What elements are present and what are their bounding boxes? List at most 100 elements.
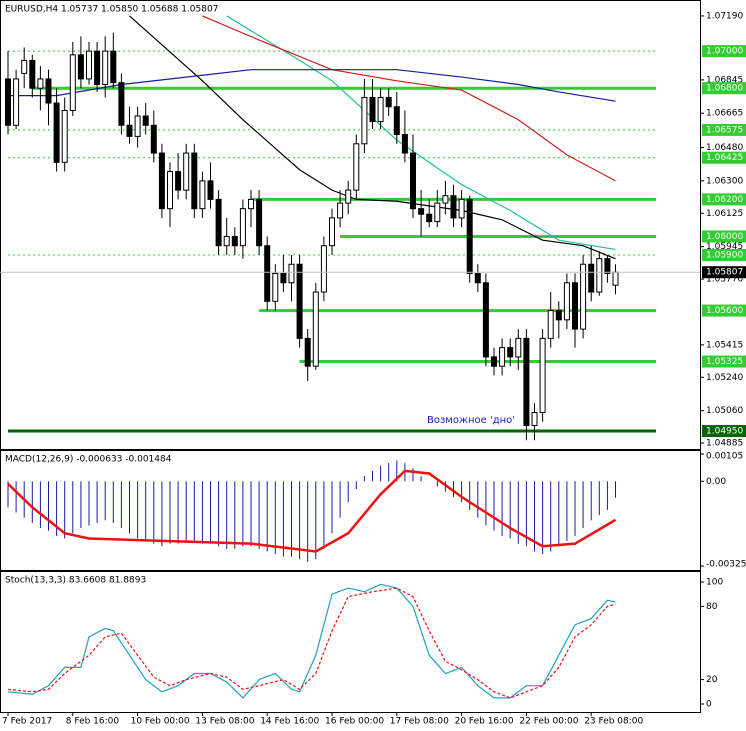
y-tick-label: 0.00: [706, 477, 726, 487]
candle-body: [329, 217, 335, 247]
y-tick-label: 1.05240: [706, 373, 743, 383]
candle-body: [401, 134, 408, 154]
candle-body: [118, 82, 125, 126]
candle-body: [256, 198, 263, 247]
y-tick-label: 1.05060: [706, 406, 743, 416]
level-label-box: [702, 45, 746, 58]
x-tick-label: 13 Feb 08:00: [195, 717, 254, 727]
level-label-box: [702, 425, 746, 438]
candle-body: [142, 115, 149, 126]
candle-body: [572, 282, 578, 330]
candle-body: [377, 96, 384, 123]
candle-body: [45, 78, 52, 104]
candle-body: [596, 258, 603, 293]
y-tick-label: 20: [706, 675, 718, 685]
candle-body: [531, 411, 538, 426]
level-label: 1.06425: [706, 153, 743, 163]
candle-body: [450, 195, 457, 219]
level-label: 1.06800: [706, 84, 743, 94]
candle-body: [491, 356, 497, 367]
level-label-box: [702, 230, 746, 243]
candle-body: [77, 54, 84, 80]
candle-body: [320, 245, 327, 293]
level-label-box: [702, 248, 746, 261]
level-label-box: [702, 151, 746, 164]
candle-body: [134, 115, 141, 137]
candle-body: [434, 202, 441, 223]
last-price-box: [702, 266, 746, 279]
candle-body: [102, 50, 109, 86]
y-tick-label: 100: [706, 578, 723, 588]
y-tick-label: 80: [706, 602, 718, 612]
level-label-box: [702, 123, 746, 136]
candle-body: [53, 102, 60, 163]
level-label-box: [702, 82, 746, 95]
moving-average: [226, 15, 616, 251]
candle-body: [21, 59, 28, 74]
candle-body: [215, 198, 222, 247]
level-label: 1.06000: [706, 232, 743, 242]
candle-body: [248, 198, 254, 210]
candle-body: [223, 235, 230, 247]
y-tick-label: 1.06125: [706, 209, 743, 219]
level-label: 1.06575: [706, 125, 743, 135]
candle-body: [296, 263, 303, 339]
y-tick-label: 1.06845: [706, 75, 743, 85]
last-price-label: 1.05807: [706, 268, 743, 278]
candle-body: [288, 263, 295, 284]
panel-title: MACD(12,26,9) -0.000633 -0.001484: [5, 455, 172, 465]
candle-body: [418, 208, 425, 215]
candle-body: [588, 263, 595, 293]
moving-average: [129, 15, 616, 260]
candle-body: [280, 273, 287, 284]
candle-body: [515, 337, 522, 358]
y-tick-label: 1.06665: [706, 109, 743, 119]
candle-body: [442, 195, 449, 204]
candle-body: [29, 59, 36, 89]
level-label-box: [702, 304, 746, 317]
panel-title: Stoch(13,3,3) 83.6608 81.8893: [5, 576, 146, 586]
level-label: 1.04950: [706, 427, 743, 437]
level-label: 1.05325: [706, 357, 743, 367]
candle-body: [458, 198, 465, 219]
candle-body: [69, 54, 76, 111]
candle-body: [580, 263, 587, 330]
candle-body: [482, 282, 489, 358]
y-tick-label: 1.05415: [706, 340, 743, 350]
y-tick-label: 1.05770: [706, 275, 743, 285]
level-label: 1.06200: [706, 195, 743, 205]
candle-body: [126, 124, 133, 137]
x-tick-label: 22 Feb 00:00: [519, 717, 578, 727]
candle-body: [158, 152, 165, 210]
candle-body: [150, 124, 157, 154]
candle-body: [94, 50, 101, 86]
panel-title: EURUSD,H4 1.05737 1.05850 1.05688 1.0580…: [5, 5, 218, 15]
y-tick-label: -0.003259: [706, 560, 746, 570]
y-tick-label: 0.00105: [706, 452, 743, 462]
candle-body: [37, 78, 44, 89]
x-tick-label: 16 Feb 00:00: [325, 717, 384, 727]
candle-body: [547, 310, 554, 339]
candle-body: [167, 171, 173, 210]
candle-body: [499, 347, 506, 367]
candle-body: [239, 208, 246, 247]
candle-body: [13, 78, 20, 126]
y-tick-label: 1.05945: [706, 242, 743, 252]
candle-body: [410, 152, 416, 210]
candle-body: [474, 273, 481, 284]
panel-frame: [0, 571, 701, 713]
candle-body: [426, 213, 433, 223]
candle-body: [110, 50, 117, 84]
moving-average: [202, 15, 616, 182]
candle-body: [312, 291, 319, 367]
candle-body: [183, 152, 190, 191]
candle-body: [5, 78, 11, 126]
candle-body: [353, 143, 360, 191]
level-label: 1.05900: [706, 250, 743, 260]
stoch-line: [7, 587, 616, 699]
candle-body: [264, 245, 271, 302]
candle-body: [612, 271, 619, 286]
candle-body: [61, 109, 68, 163]
panel-frame: [0, 0, 701, 450]
